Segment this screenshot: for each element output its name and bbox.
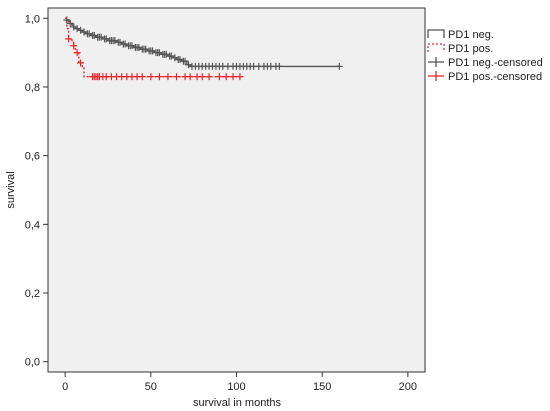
y-tick-label: 0,2 bbox=[25, 288, 40, 300]
plot-background bbox=[47, 7, 426, 373]
legend: PD1 neg. PD1 pos. PD1 neg.-censored PD1 pos… bbox=[427, 29, 543, 83]
legend-label: PD1 neg.-censored bbox=[448, 57, 543, 69]
x-tick-label: 100 bbox=[227, 381, 245, 393]
y-tick-label: 0,8 bbox=[25, 82, 40, 94]
y-ticks: 0,0 0,2 0,4 0,6 0,8 1,0 bbox=[25, 13, 48, 369]
x-ticks: 0 50 100 150 200 bbox=[62, 372, 417, 393]
x-tick-label: 200 bbox=[399, 381, 417, 393]
legend-label: PD1 pos. bbox=[448, 43, 493, 55]
y-tick-label: 0,0 bbox=[25, 357, 40, 369]
x-tick-label: 150 bbox=[313, 381, 331, 393]
y-tick-label: 0,4 bbox=[25, 219, 40, 231]
x-tick-label: 0 bbox=[62, 381, 68, 393]
y-tick-label: 1,0 bbox=[25, 13, 40, 25]
x-axis-label: survival in months bbox=[193, 397, 282, 409]
legend-label: PD1 neg. bbox=[448, 29, 494, 41]
legend-symbol bbox=[427, 29, 445, 38]
x-tick-label: 50 bbox=[145, 381, 157, 393]
legend-symbol bbox=[427, 43, 445, 52]
series-layer bbox=[63, 16, 343, 81]
y-tick-label: 0,6 bbox=[25, 151, 40, 163]
y-axis-label: survival bbox=[5, 171, 17, 208]
legend-label: PD1 pos.-censored bbox=[448, 71, 542, 83]
